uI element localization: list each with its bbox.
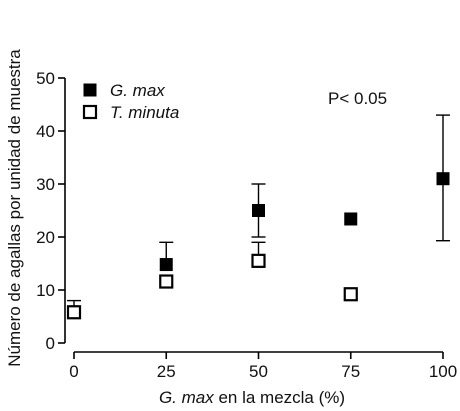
y-tick-label-0: 0 [46,334,55,353]
x-tick-label-100: 100 [429,362,457,381]
point-t-minuta-50 [251,253,266,268]
x-axis-title: G. max en la mezcla (%) [159,388,345,407]
y-tick-label-50: 50 [36,69,55,88]
point-t-minuta-25 [159,274,174,289]
y-axis-title: Número de agallas por unidad de muestra [5,49,24,367]
legend-label-t-minuta: T. minuta [110,103,179,122]
x-tick-label-25: 25 [157,362,176,381]
significance-annotation: P< 0.05 [328,89,387,108]
legend-marker-t-minuta [82,104,98,120]
x-tick-label-50: 50 [249,362,268,381]
point-g-max-50 [252,204,265,217]
y-tick-label-20: 20 [36,228,55,247]
legend-marker-g-max [83,83,97,97]
y-tick-label-40: 40 [36,122,55,141]
axes: 0 10 20 30 40 50 0 25 50 75 100 [36,69,457,381]
point-t-minuta-0 [66,305,82,320]
x-tick-label-0: 0 [69,362,78,381]
point-g-max-25 [159,258,173,272]
legend: G. max T. minuta [82,81,179,122]
y-tick-label-30: 30 [36,175,55,194]
legend-label-g-max: G. max [110,81,165,100]
point-t-minuta-75 [343,287,358,302]
y-tick-label-10: 10 [36,281,55,300]
point-g-max-100 [436,172,450,186]
data-marks [66,114,450,320]
point-g-max-75 [344,212,358,226]
x-tick-label-75: 75 [341,362,360,381]
